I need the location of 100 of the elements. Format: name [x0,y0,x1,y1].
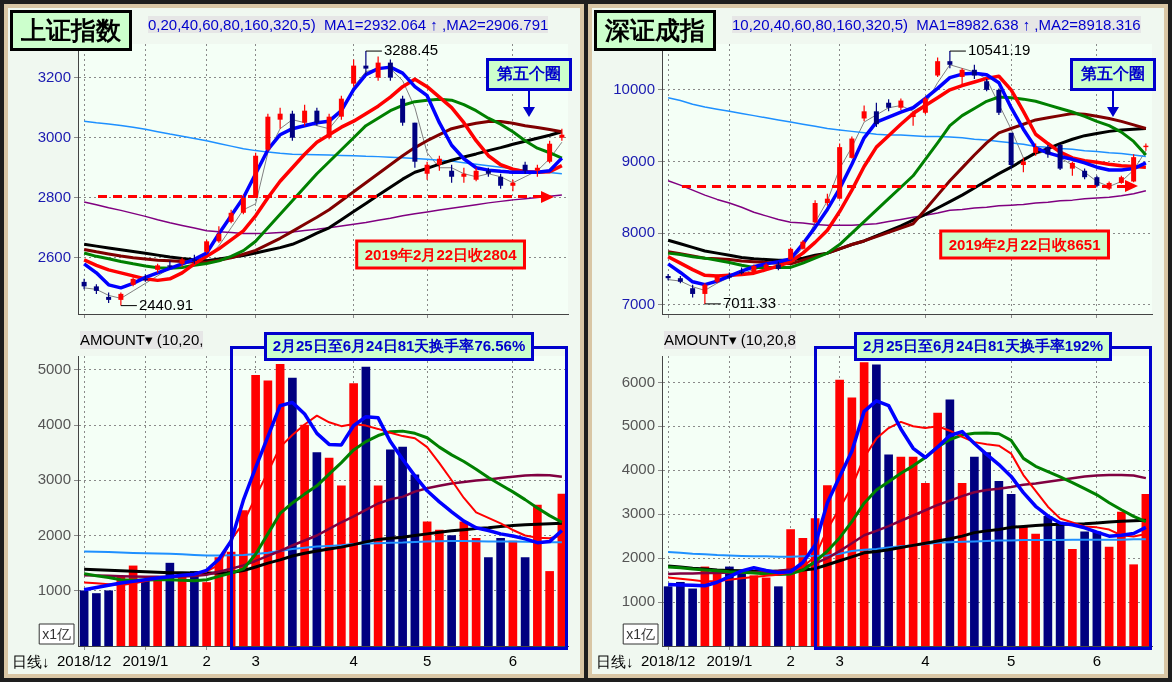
bar [1080,531,1089,646]
candlestick [277,107,283,130]
chart-subtitle: 10,20,40,60,80,160,320,5) MA1=8982.638 ↑ ,MA2=8918.316 [732,16,1141,33]
bar [435,529,444,646]
bar [774,586,783,646]
x-tick-label: 2 [786,652,795,670]
bar [786,529,795,646]
y-tick-label: 4000 [621,460,655,478]
candlestick [314,107,320,127]
y-tick-label: 3000 [37,127,71,145]
bar [447,535,456,646]
y-tick-label: 10000 [613,79,655,97]
y-tick-label: 7000 [621,294,655,312]
candlestick [559,128,565,142]
bar [921,483,930,646]
x-tick-label: 2 [202,652,211,670]
bar [872,364,881,646]
y-tick-label: 2600 [37,247,71,265]
bar [676,581,685,646]
chart-title: 深证成指 [594,10,716,51]
candlestick [375,56,381,82]
candlestick [302,104,308,127]
candlestick [167,260,173,269]
y-tick-label: 8000 [621,223,655,241]
annotation: 7011.33 [722,294,776,312]
y-tick-label: 2800 [37,187,71,205]
bar [970,456,979,646]
candlestick [947,50,953,69]
bar [153,579,162,646]
bar [496,537,505,646]
text: 2月25日至6月24日81天换手率76.56% [263,332,535,361]
candlestick [449,164,455,184]
bar [982,452,991,646]
bar [471,537,481,646]
x-tick-label: 5 [422,652,432,670]
y-tick-label: 6000 [621,372,655,390]
y-tick-label: 3000 [37,470,71,488]
bar [737,573,746,646]
bar [508,540,518,646]
bar [484,557,493,646]
candlestick [935,57,941,78]
bar [1031,533,1040,646]
bar [337,485,346,646]
bar [202,582,211,646]
bar [884,454,893,646]
candlestick [665,273,671,281]
y-tick-label: 5000 [37,359,71,377]
bar [1055,524,1065,646]
candlestick [702,282,708,305]
y-tick-label: 3200 [37,67,71,85]
y-tick-label: 5000 [621,416,655,434]
x-tick-label: 2018/12 [57,652,112,670]
candlestick [216,225,222,244]
candlestick [996,87,1002,116]
candlestick [338,95,344,121]
candlestick [363,50,369,76]
x-tick-label: 6 [508,652,518,670]
bar [386,449,395,646]
bar [1104,546,1114,646]
y-tick-label: 1000 [37,580,71,598]
bar [92,593,101,646]
y-tick-label: 1000 [621,592,655,610]
x-tick-label: 4 [349,652,358,670]
candlestick [461,167,467,184]
candlestick [1057,143,1063,171]
text: 日线↓ [596,653,634,672]
bar [663,586,673,646]
y-tick-label: 2000 [621,548,655,566]
chart-title: 上证指数 [10,10,132,51]
text: 日线↓ [12,653,50,672]
annotation: 第五个圈 [1070,58,1156,91]
bar [1068,549,1077,646]
bar [141,579,150,646]
x-tick-label: 4 [921,652,930,670]
candlestick [873,102,879,128]
bar [288,377,297,646]
chart-subtitle: AMOUNT▾ (10,20,8 [664,331,796,349]
y-tick-label: 2000 [37,525,71,543]
bar [688,588,697,646]
x-tick-label: 2019/1 [706,652,753,670]
bar [520,557,530,646]
candlestick [910,110,916,127]
chart-subtitle: AMOUNT▾ (10,20, [80,331,204,349]
x-tick-label: 3 [251,652,260,670]
ref-line-label: 2019年2月22日收8651 [948,235,1101,253]
y-tick-label: 4000 [37,415,71,433]
candlestick [118,291,124,307]
bar [545,571,554,646]
bar [79,590,89,646]
candlestick [387,59,393,82]
candlestick [424,161,430,181]
candlestick [812,199,818,224]
y-tick-label: 3000 [621,504,655,522]
candlestick [547,140,553,164]
candlestick [326,113,332,140]
annotation: 10541.19 [967,41,1031,59]
x-tick-label: 6 [1092,652,1102,670]
candlestick [849,135,855,160]
annotation: 3288.45 [383,41,439,59]
x-tick-label: 3 [835,652,844,670]
